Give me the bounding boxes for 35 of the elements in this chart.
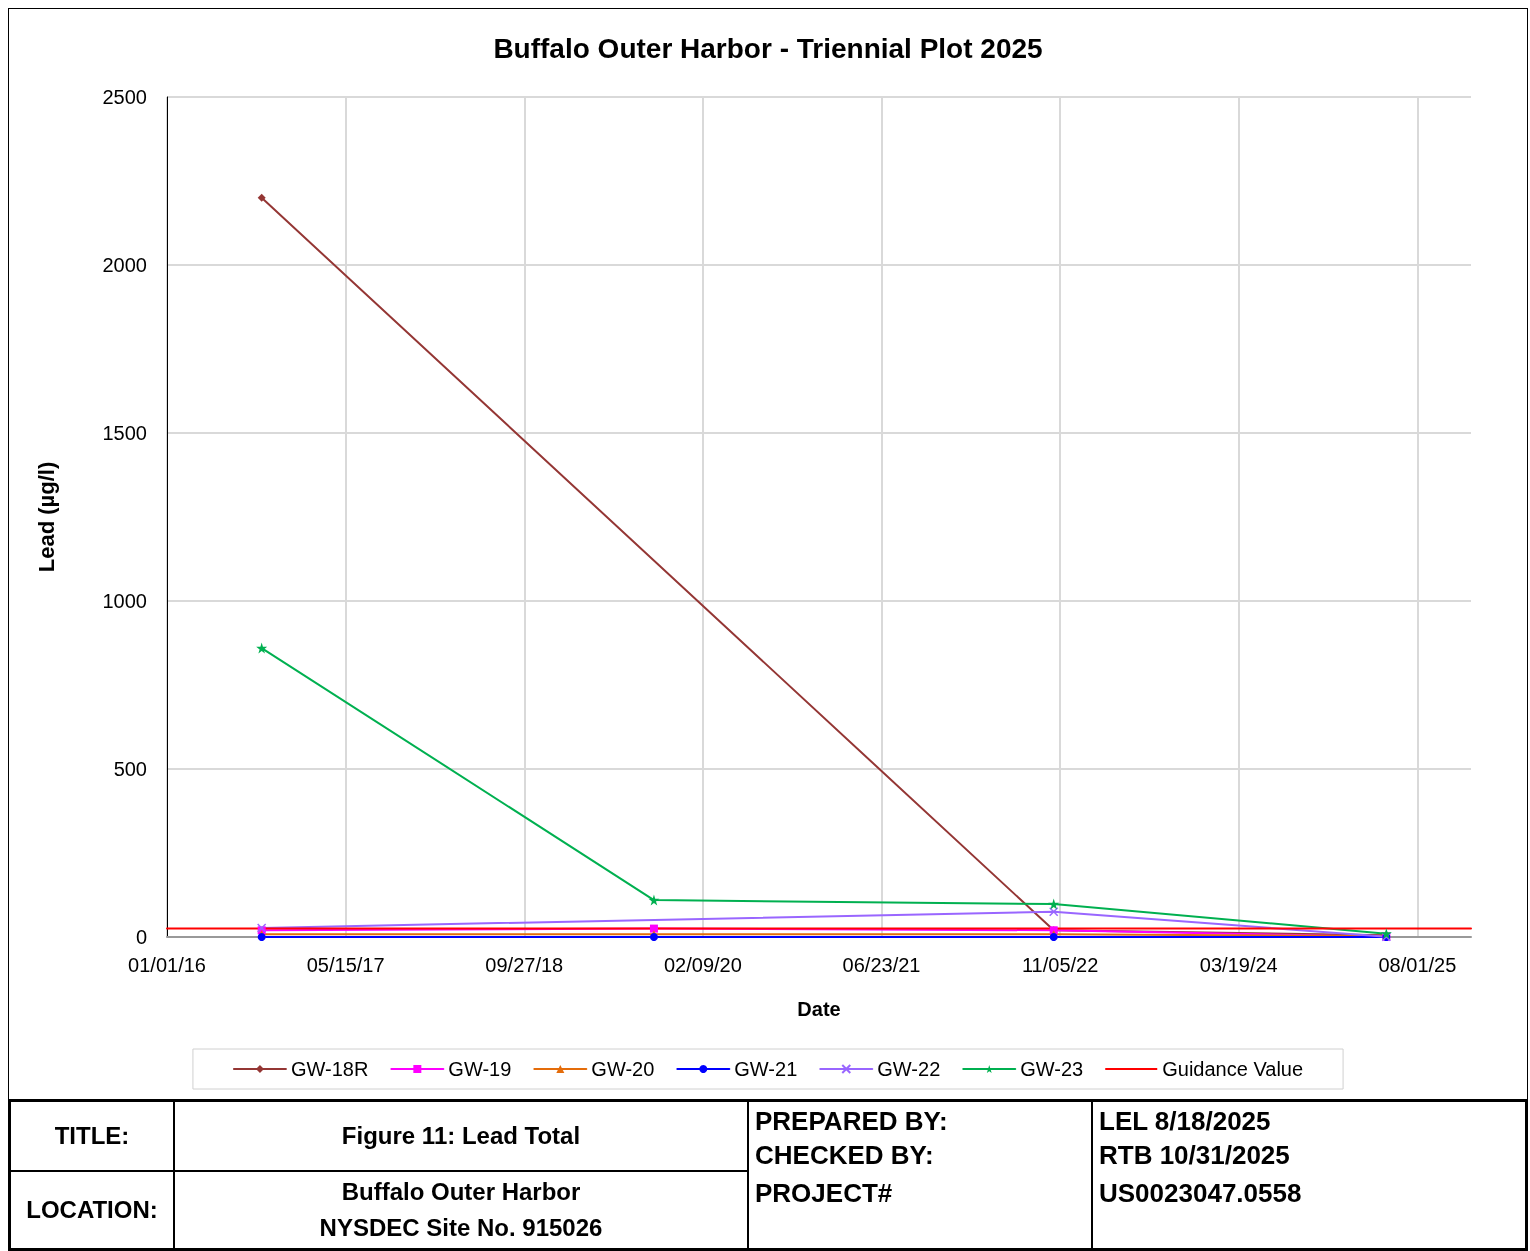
- text: Buffalo Outer Harbor: [340, 1176, 582, 1207]
- legend-label: GW-22: [877, 1058, 941, 1080]
- text: PREPARED BY:: [755, 1105, 949, 1138]
- text: US0023047.0558: [1099, 1177, 1303, 1210]
- text: RTB 10/31/2025: [1099, 1139, 1291, 1172]
- y-tick-label: 0: [135, 926, 147, 948]
- chart-title: Buffalo Outer Harbor - Triennial Plot 2025: [493, 32, 1043, 64]
- x-axis-title: Date: [797, 998, 841, 1020]
- text: LOCATION:: [10, 1170, 174, 1249]
- x-tick-label: 01/01/16: [128, 954, 206, 976]
- y-tick-label: 2000: [102, 254, 147, 276]
- text: LEL 8/18/2025: [1099, 1105, 1272, 1138]
- y-tick-label: 1000: [102, 590, 147, 612]
- legend-label: GW-19: [448, 1058, 512, 1080]
- legend-label: GW-23: [1020, 1058, 1084, 1080]
- x-tick-label: 02/09/20: [663, 954, 742, 976]
- legend-label: GW-20: [591, 1058, 655, 1080]
- x-tick-label: 05/15/17: [306, 954, 385, 976]
- y-axis-title: Lead (µg/l): [33, 461, 59, 573]
- x-tick-label: 09/27/18: [485, 954, 564, 976]
- x-tick-label: 03/19/24: [1199, 954, 1278, 976]
- text: PROJECT#: [755, 1177, 894, 1210]
- y-tick-label: 2500: [102, 86, 147, 108]
- text: NYSDEC Site No. 915026: [318, 1212, 604, 1243]
- text: CHECKED BY:: [755, 1139, 935, 1172]
- x-tick-label: 11/05/22: [1021, 954, 1099, 976]
- x-tick-label: 08/01/25: [1378, 954, 1457, 976]
- legend-label: Guidance Value: [1162, 1058, 1304, 1080]
- x-tick-label: 06/23/21: [842, 954, 921, 976]
- legend-label: GW-18R: [290, 1058, 369, 1080]
- legend-label: GW-21: [734, 1058, 798, 1080]
- caption: Figure 11: Lead Total: [174, 1100, 748, 1171]
- y-tick-label: 500: [113, 758, 147, 780]
- text: TITLE:: [10, 1100, 174, 1171]
- y-tick-label: 1500: [102, 422, 147, 444]
